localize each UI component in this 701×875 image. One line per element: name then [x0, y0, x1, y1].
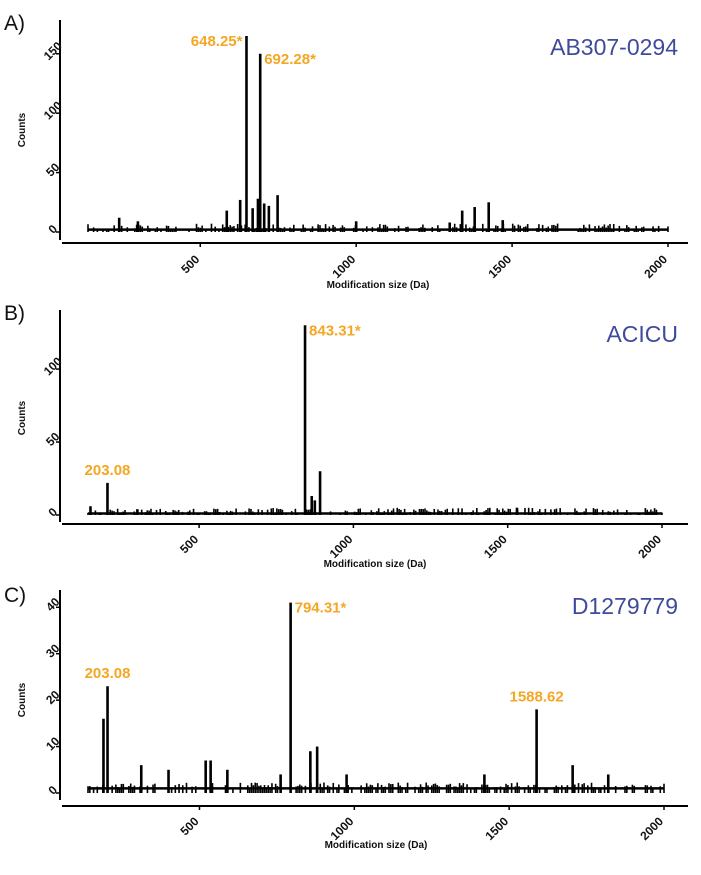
y-tick-label: 100	[41, 354, 65, 378]
peak-annotations: 648.25* 692.28*	[191, 33, 316, 68]
x-tick-label: 1000	[328, 814, 357, 843]
peak-annotation: 648.25*	[191, 33, 243, 50]
x-tick-label: 2000	[637, 814, 666, 843]
bar-series	[88, 603, 664, 793]
peak-annotations: 843.31* 203.08	[85, 322, 361, 479]
modification-size-figure: A) AB307-0294 050100150500 1000 1500 2000 6…	[0, 0, 701, 875]
peak-annotation: 794.31*	[295, 600, 347, 617]
peak-annotation: 692.28*	[264, 51, 316, 68]
x-tick-label: 1000	[327, 532, 356, 561]
x-tick-label: 2000	[635, 532, 664, 561]
panel-label: B)	[4, 302, 25, 325]
peak-annotation: 203.08	[85, 462, 131, 479]
y-tick-label: 0	[46, 505, 61, 520]
strain-name: AB307-0294	[550, 34, 678, 60]
panel-label: A)	[4, 12, 25, 35]
x-tick-label: 2000	[641, 252, 670, 281]
peak-annotations: 794.31* 203.08 1588.62	[85, 600, 564, 706]
x-tick-label: 500	[177, 532, 201, 556]
y-axis-label: Counts	[17, 112, 28, 147]
x-axis-label: Modification size (Da)	[325, 840, 428, 851]
bar-series	[88, 325, 662, 515]
bar-series	[88, 36, 668, 232]
y-tick-label: 150	[41, 39, 65, 63]
strain-name: D1279779	[572, 593, 678, 619]
peak-annotation: 843.31*	[309, 322, 361, 339]
peak-annotation: 1588.62	[509, 688, 563, 705]
x-axis-label: Modification size (Da)	[324, 559, 427, 570]
x-tick-label: 1500	[483, 814, 512, 843]
x-tick-label: 500	[178, 252, 202, 276]
x-tick-label: 500	[178, 814, 202, 838]
peak-annotation: 203.08	[85, 665, 131, 682]
x-tick-label: 1000	[330, 252, 359, 281]
x-axis-label: Modification size (Da)	[327, 280, 430, 291]
strain-name: ACICU	[606, 321, 678, 347]
y-tick-label: 0	[46, 783, 61, 798]
y-axis-label: Counts	[17, 400, 28, 435]
y-axis-label: Counts	[17, 682, 28, 717]
y-tick-label: 100	[41, 98, 65, 122]
x-tick-label: 1500	[481, 532, 510, 561]
y-tick-label: 0	[46, 222, 61, 237]
x-tick-label: 1500	[485, 252, 514, 281]
panel-label: C)	[4, 584, 26, 607]
